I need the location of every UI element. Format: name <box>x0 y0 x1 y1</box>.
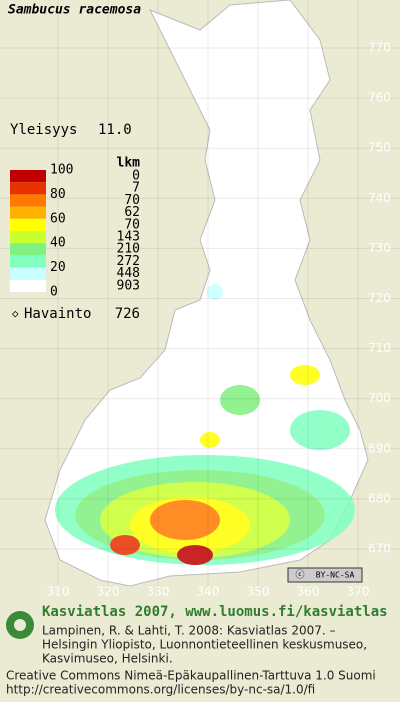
x-tick-label: 330 <box>147 585 170 599</box>
map <box>0 0 400 590</box>
legend-scale-label: 40 <box>50 236 66 251</box>
y-tick-label: 670 <box>368 542 391 556</box>
title: Sambucus racemosa <box>8 3 141 18</box>
legend-swatch <box>10 231 46 244</box>
legend-swatch <box>10 206 46 219</box>
density-cells <box>55 284 355 565</box>
legend-count: 272 <box>117 254 140 269</box>
observation-label: Havainto <box>24 306 91 322</box>
frequency-label: Yleisyys <box>10 122 77 138</box>
legend-scale-label: 60 <box>50 211 66 226</box>
license-badge: BY-NC-SA <box>316 571 355 580</box>
y-tick-label: 760 <box>368 91 391 105</box>
y-tick-label: 740 <box>368 191 391 205</box>
y-tick-label: 720 <box>368 291 391 305</box>
frequency-value: 11.0 <box>98 122 132 138</box>
legend-swatch <box>10 243 46 256</box>
observation-count: 726 <box>115 306 140 322</box>
legend-swatch <box>10 218 46 231</box>
footer-heading: Kasviatlas 2007, www.luomus.fi/kasviatla… <box>42 604 388 620</box>
legend-count: 7 <box>132 181 140 196</box>
legend-scale-label: 80 <box>50 187 66 202</box>
y-tick-label: 680 <box>368 491 391 505</box>
y-tick-label: 690 <box>368 441 391 455</box>
legend-swatch <box>10 170 46 183</box>
legend-count: 0 <box>132 169 140 184</box>
x-tick-label: 350 <box>247 585 270 599</box>
y-tick-label: 770 <box>368 41 391 55</box>
legend-swatch <box>10 194 46 207</box>
legend-count: 903 <box>117 278 140 293</box>
legend-swatch <box>10 255 46 268</box>
grid <box>0 0 400 590</box>
citation-line: Kasvimuseo, Helsinki. <box>42 652 173 666</box>
legend-swatch <box>10 267 46 280</box>
y-tick-label: 750 <box>368 141 391 155</box>
x-tick-label: 320 <box>97 585 120 599</box>
legend-scale-label: 0 <box>50 285 58 300</box>
footer: Lampinen, R. & Lahti, T. 2008: Kasviatla… <box>6 624 376 697</box>
count-header: lkm <box>117 156 141 171</box>
legend-count: 448 <box>117 266 140 281</box>
legend-count: 70 <box>124 193 140 208</box>
country-outline <box>44 0 369 587</box>
y-tick-label: 710 <box>368 341 391 355</box>
legend-count: 62 <box>124 205 140 220</box>
x-tick-label: 370 <box>347 585 370 599</box>
citation-line: Helsingin Yliopisto, Luonnontieteellinen… <box>42 638 367 652</box>
x-tick-label: 360 <box>297 585 320 599</box>
y-tick-label: 730 <box>368 241 391 255</box>
x-tick-label: 340 <box>197 585 220 599</box>
legend-scale-label: 20 <box>50 260 66 275</box>
legend-count: 143 <box>117 230 140 245</box>
logo <box>6 611 34 639</box>
legend-count: 70 <box>124 217 140 232</box>
license-line: http://creativecommons.org/licenses/by-n… <box>6 683 315 697</box>
legend-count: 210 <box>117 242 140 257</box>
x-tick-label: 310 <box>47 585 70 599</box>
observation-symbol: ◇ <box>12 307 19 320</box>
cc-icon: ⓒ <box>295 570 304 581</box>
legend-swatch <box>10 182 46 195</box>
citation-line: Lampinen, R. & Lahti, T. 2008: Kasviatla… <box>42 624 336 638</box>
y-tick-label: 700 <box>368 391 391 405</box>
legend-swatch <box>10 279 46 292</box>
legend-scale-label: 100 <box>50 163 73 178</box>
license-badge-box <box>287 567 363 583</box>
license-line: Creative Commons Nimeä-Epäkaupallinen-Ta… <box>6 669 376 683</box>
